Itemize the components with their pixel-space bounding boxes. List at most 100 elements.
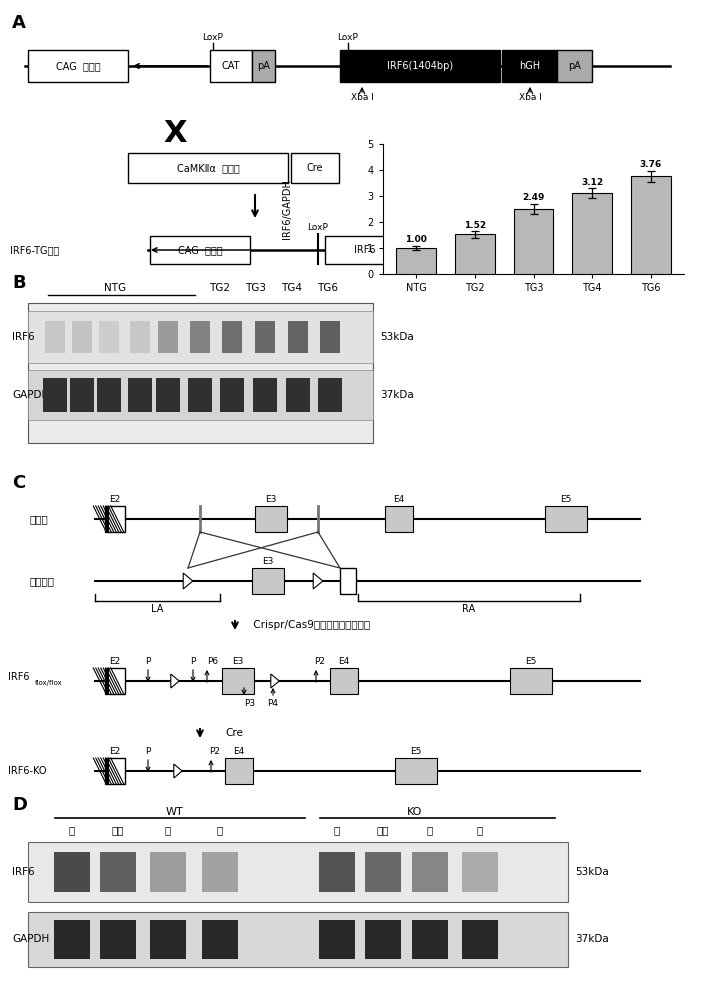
Bar bbox=[202, 852, 238, 892]
Y-axis label: IRF6/GAPDH: IRF6/GAPDH bbox=[282, 179, 292, 239]
Text: Xba I: Xba I bbox=[519, 94, 541, 103]
Bar bbox=[150, 852, 186, 892]
Bar bbox=[188, 378, 212, 412]
Bar bbox=[557, 50, 592, 82]
Text: Cre: Cre bbox=[225, 728, 243, 738]
Text: pA: pA bbox=[257, 61, 270, 71]
Bar bbox=[72, 321, 92, 353]
Text: E2: E2 bbox=[110, 494, 121, 504]
Text: IRF6(1404bp): IRF6(1404bp) bbox=[387, 61, 453, 71]
Bar bbox=[105, 758, 109, 784]
Bar bbox=[320, 321, 340, 353]
Text: E3: E3 bbox=[263, 556, 274, 566]
Text: P: P bbox=[190, 656, 196, 666]
Text: 3.76: 3.76 bbox=[640, 160, 662, 169]
Text: 1.00: 1.00 bbox=[405, 235, 428, 244]
Text: P4: P4 bbox=[267, 698, 279, 708]
Text: C: C bbox=[12, 474, 25, 492]
Bar bbox=[156, 378, 180, 412]
Text: 肺: 肺 bbox=[427, 825, 433, 835]
Bar bbox=[28, 370, 373, 420]
Bar bbox=[286, 378, 310, 412]
Bar bbox=[222, 321, 242, 353]
Text: 脑: 脑 bbox=[334, 825, 340, 835]
Text: E2: E2 bbox=[110, 656, 121, 666]
Bar bbox=[210, 50, 252, 82]
Bar bbox=[28, 50, 128, 82]
Text: TG4: TG4 bbox=[282, 283, 303, 293]
Bar bbox=[325, 236, 405, 264]
Bar bbox=[105, 758, 125, 784]
Bar bbox=[514, 209, 553, 274]
Bar bbox=[319, 852, 355, 892]
Text: GAPDH: GAPDH bbox=[12, 934, 49, 944]
Text: IRF6: IRF6 bbox=[12, 867, 34, 877]
Text: CaMKⅡα  启动子: CaMKⅡα 启动子 bbox=[177, 163, 239, 173]
Text: 53kDa: 53kDa bbox=[380, 332, 413, 342]
Text: 肺: 肺 bbox=[165, 825, 171, 835]
Text: P2: P2 bbox=[314, 656, 326, 666]
Bar bbox=[105, 668, 109, 694]
Bar bbox=[130, 321, 150, 353]
Text: GAPDH: GAPDH bbox=[12, 390, 49, 400]
Polygon shape bbox=[174, 764, 183, 778]
Text: hGH: hGH bbox=[519, 61, 540, 71]
Text: 肾: 肾 bbox=[217, 825, 223, 835]
Text: D: D bbox=[12, 796, 27, 814]
Text: P2: P2 bbox=[209, 746, 220, 756]
Text: X: X bbox=[164, 118, 187, 147]
Bar bbox=[462, 920, 498, 959]
Text: RA: RA bbox=[463, 604, 475, 614]
Text: 53kDa: 53kDa bbox=[575, 867, 609, 877]
Text: E5: E5 bbox=[560, 494, 571, 504]
Text: flox/flox: flox/flox bbox=[35, 680, 62, 686]
Bar bbox=[105, 668, 125, 694]
Text: 脂肪: 脂肪 bbox=[377, 825, 389, 835]
Text: CAG  启动子: CAG 启动子 bbox=[55, 61, 100, 71]
Text: E3: E3 bbox=[232, 656, 244, 666]
Text: CAG  启动子: CAG 启动子 bbox=[178, 245, 223, 255]
Bar bbox=[330, 668, 358, 694]
Polygon shape bbox=[171, 674, 179, 688]
Text: pA: pA bbox=[568, 61, 581, 71]
Bar bbox=[150, 236, 250, 264]
Bar bbox=[190, 321, 210, 353]
Text: 2.49: 2.49 bbox=[522, 194, 545, 202]
Bar bbox=[28, 912, 568, 967]
Bar bbox=[318, 378, 342, 412]
Bar bbox=[572, 193, 612, 274]
Text: P6: P6 bbox=[207, 656, 218, 666]
Text: Cre: Cre bbox=[307, 163, 323, 173]
Bar bbox=[340, 50, 500, 82]
Text: LoxP: LoxP bbox=[338, 33, 359, 42]
Text: NTG: NTG bbox=[104, 283, 126, 293]
Text: 37kDa: 37kDa bbox=[575, 934, 609, 944]
Text: E3: E3 bbox=[265, 494, 277, 504]
Bar bbox=[54, 852, 90, 892]
Text: B: B bbox=[12, 274, 26, 292]
Polygon shape bbox=[313, 573, 323, 589]
Text: P: P bbox=[145, 746, 151, 756]
Bar bbox=[455, 234, 495, 274]
Bar bbox=[502, 50, 557, 82]
Polygon shape bbox=[271, 674, 279, 688]
Text: 野生型: 野生型 bbox=[30, 514, 48, 524]
Bar bbox=[222, 668, 254, 694]
Bar bbox=[510, 668, 552, 694]
Text: IRF6: IRF6 bbox=[8, 672, 29, 682]
Bar bbox=[545, 506, 587, 532]
Bar bbox=[105, 506, 109, 532]
Bar bbox=[288, 321, 308, 353]
Bar bbox=[252, 50, 275, 82]
Text: P: P bbox=[145, 656, 151, 666]
Bar bbox=[412, 852, 448, 892]
Bar bbox=[105, 668, 125, 694]
Bar bbox=[253, 378, 277, 412]
Bar bbox=[105, 506, 125, 532]
Text: LA: LA bbox=[152, 604, 164, 614]
Bar bbox=[105, 506, 125, 532]
Bar bbox=[255, 506, 287, 532]
Bar bbox=[28, 303, 373, 443]
Text: 37kDa: 37kDa bbox=[380, 390, 413, 400]
Text: CAT: CAT bbox=[222, 61, 240, 71]
